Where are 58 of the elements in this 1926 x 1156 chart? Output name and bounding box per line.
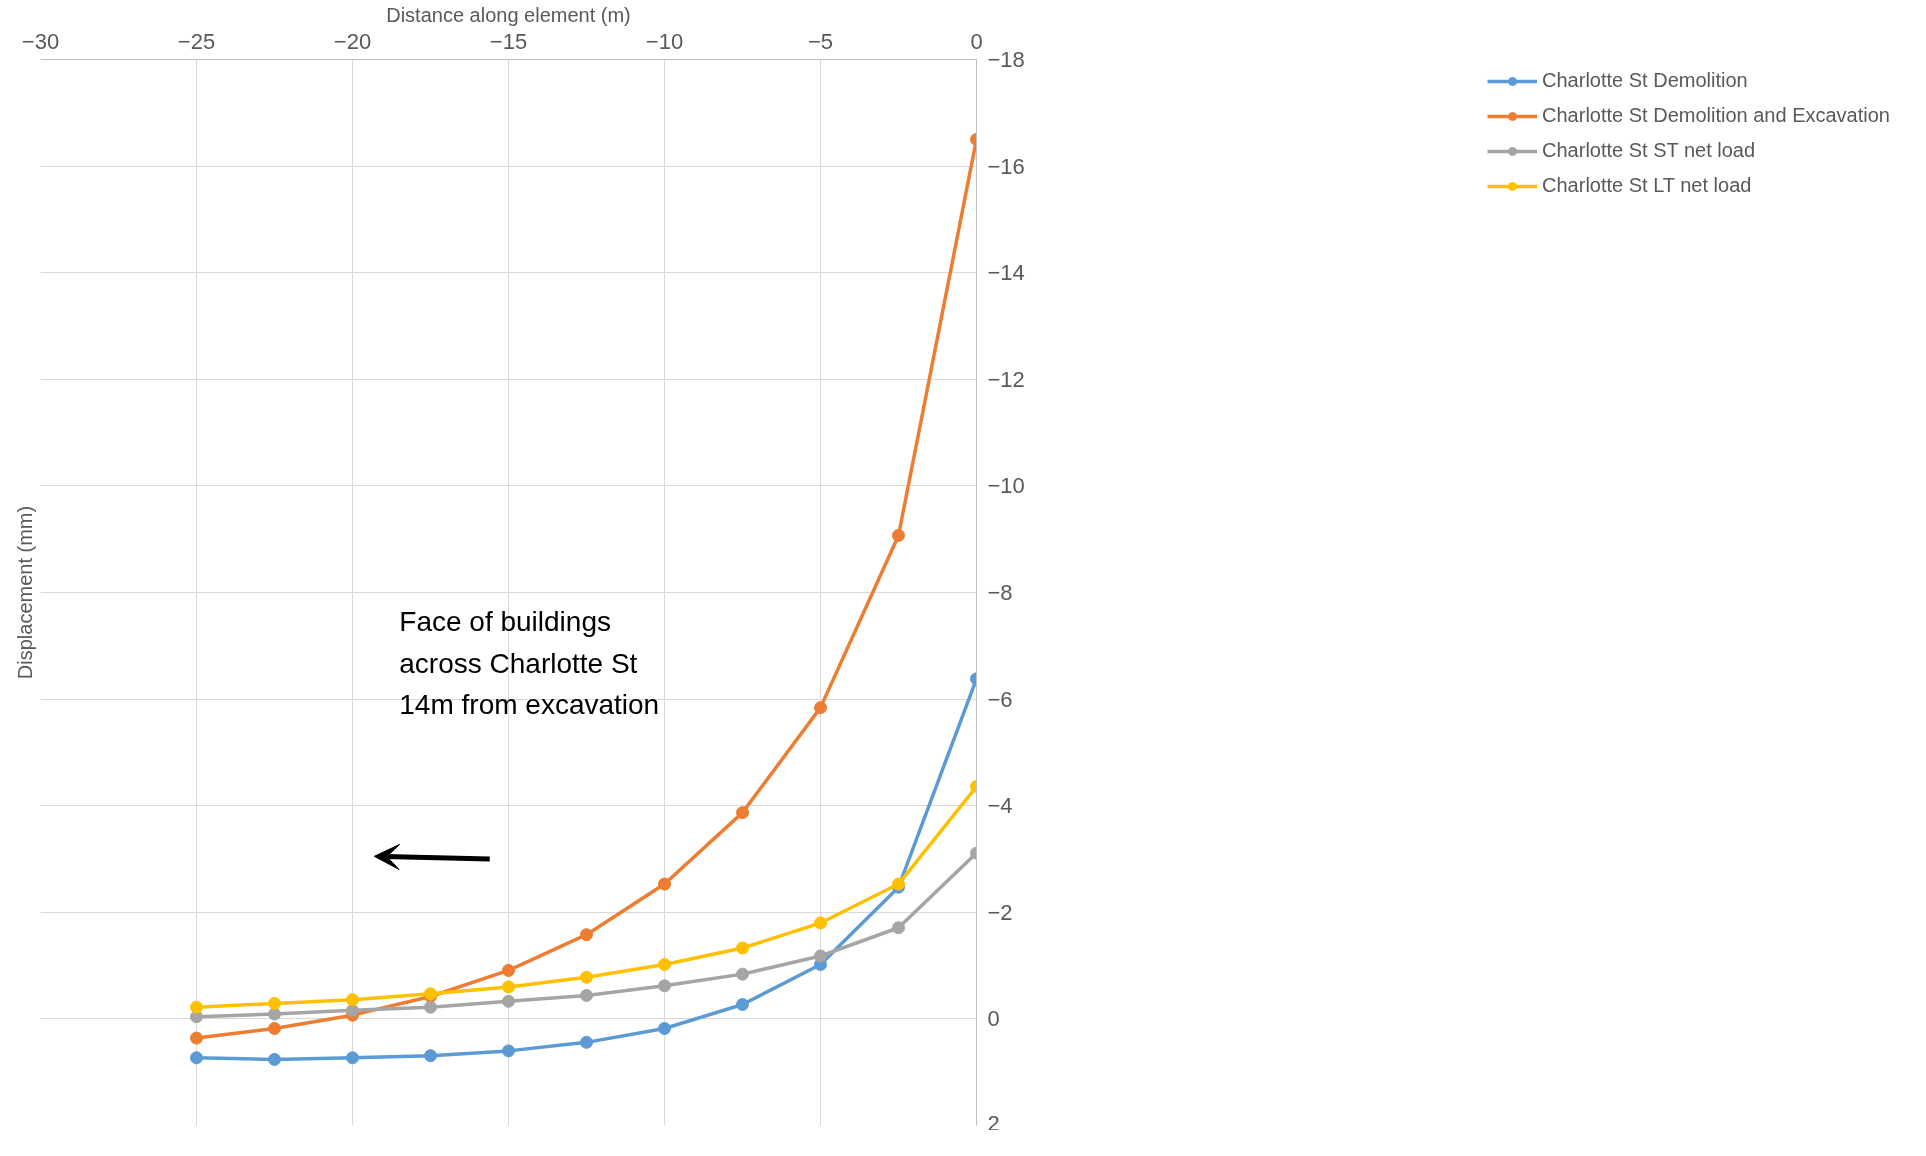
x-tick-label: −30 [21,28,60,54]
point [736,806,749,820]
y-tick-label: −2 [987,899,1013,925]
point [892,528,905,542]
y-tick-label: −14 [987,260,1025,286]
point [268,1022,281,1035]
point [502,994,515,1008]
point [502,980,515,994]
legend-label: Charlotte St Demolition and Excavation [1542,104,1890,127]
y-tick-label: −4 [987,793,1013,819]
point [268,1052,281,1066]
point [424,1000,437,1014]
legend-label: Charlotte St LT net load [1542,174,1752,197]
x-tick-label: −10 [645,28,684,54]
point [814,701,827,715]
y-tick-label: 0 [987,1006,1000,1032]
x-tick-label: −25 [177,28,216,54]
point [190,1000,203,1014]
y-axis-title: Displacement (mm) [13,505,36,680]
point [580,988,593,1002]
x-axis-title: Distance along element (m) [386,3,631,26]
point [658,1022,671,1035]
point [580,928,593,942]
y-tick-label: −6 [987,686,1013,712]
point [814,916,827,930]
point [346,993,359,1007]
x-tick-label: 0 [970,28,983,54]
annotation: Face of buildings across Charlotte St 14m from excavation [399,605,660,721]
point [736,941,749,955]
point [346,1051,359,1065]
point [736,998,749,1011]
y-tick-label: −18 [987,47,1025,72]
y-tick-label: −8 [987,580,1013,605]
point [658,958,671,972]
point [892,921,905,935]
y-tick-label: 2 [987,1110,1000,1136]
legend-label: Charlotte St ST net load [1542,139,1756,162]
point [658,877,671,891]
point [580,1035,593,1049]
x-tick-label: −20 [333,28,372,54]
point [346,1003,359,1017]
point [736,967,749,981]
point [502,963,515,977]
x-tick-label: −5 [807,28,834,54]
point [190,1051,203,1065]
legend-label: Charlotte St Demolition [1542,69,1748,92]
y-tick-label: −16 [987,153,1025,179]
point [814,949,827,963]
point [268,996,281,1010]
y-tick-label: −12 [987,366,1025,392]
point [268,1007,281,1021]
y-tick-label: −10 [987,473,1025,499]
point [658,979,671,993]
x-tick-label: −15 [489,28,528,54]
point [190,1031,203,1045]
point [502,1044,515,1058]
point [580,970,593,984]
point [424,1049,437,1063]
